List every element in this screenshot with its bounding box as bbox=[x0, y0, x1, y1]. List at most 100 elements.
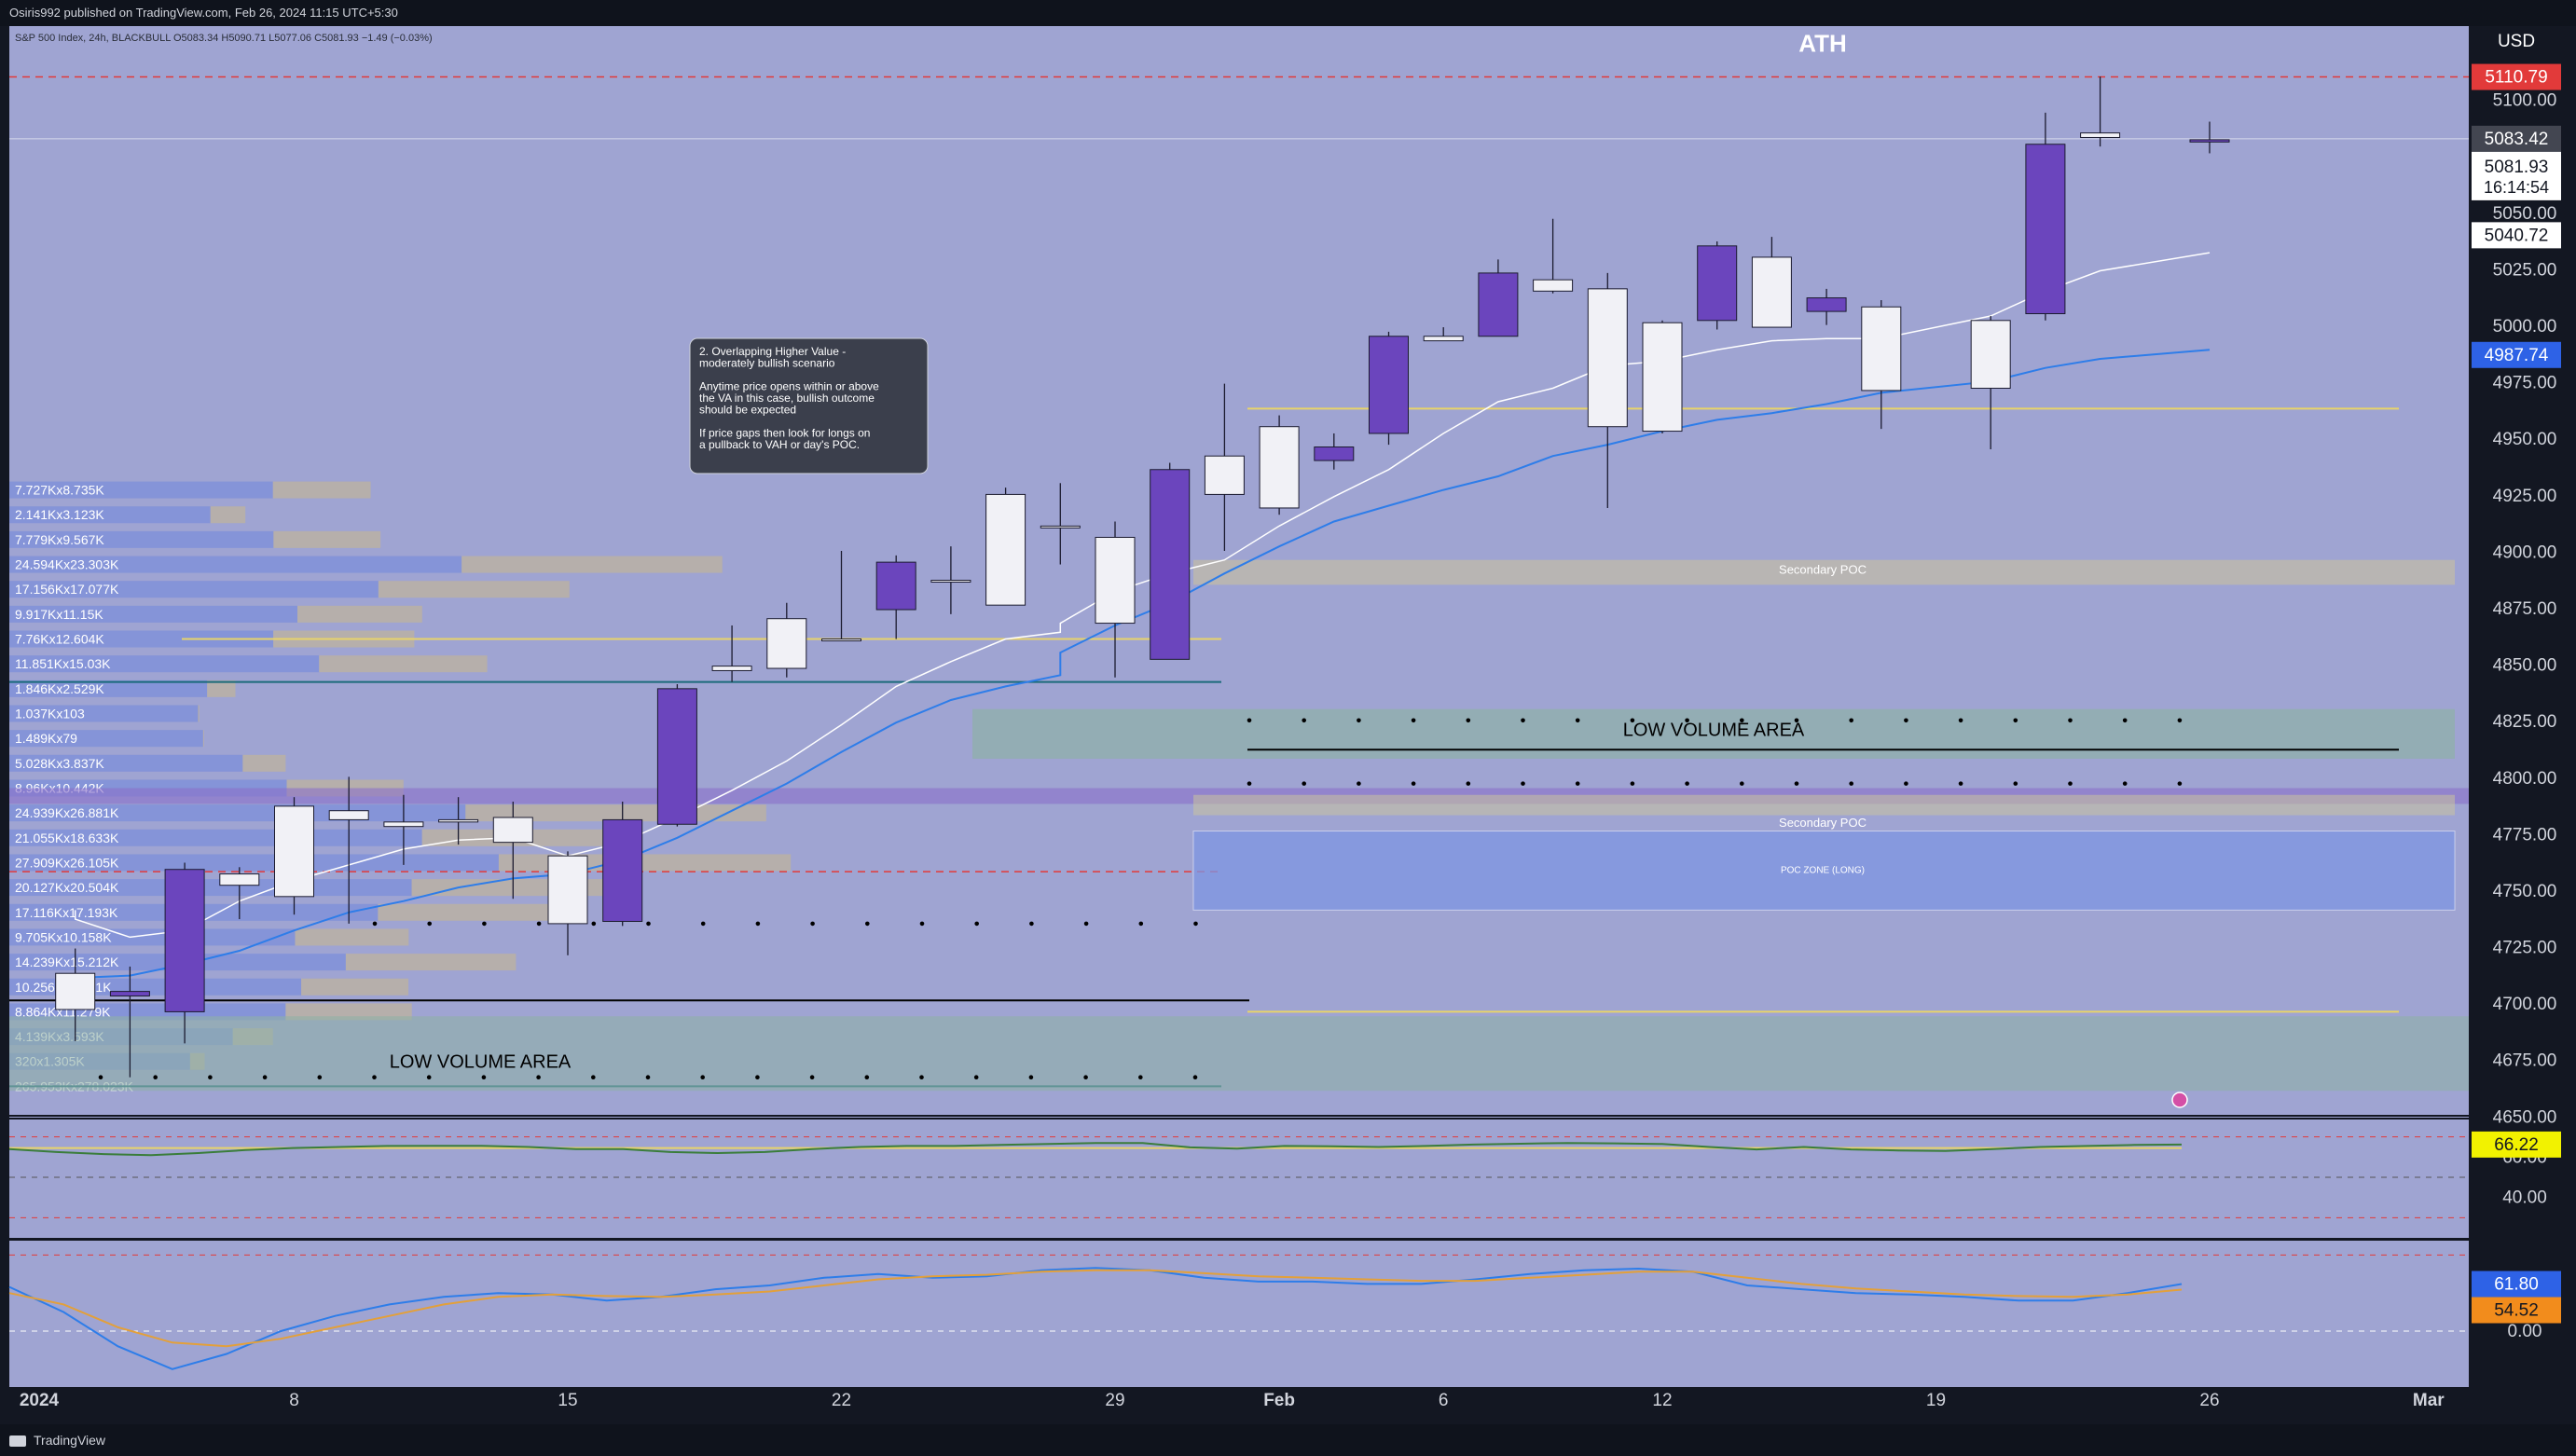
lva-dots-lower-bottom bbox=[1028, 1075, 1034, 1080]
ath-label: ATH bbox=[1798, 29, 1847, 57]
candle-body bbox=[1259, 426, 1300, 509]
candle bbox=[1150, 462, 1191, 660]
volume-profile-buy-bar bbox=[9, 854, 499, 872]
lva-dots-upper-bottom bbox=[2177, 781, 2183, 786]
lva-dots-upper-top bbox=[1575, 718, 1580, 723]
lva-dots-lower-bottom bbox=[645, 1075, 651, 1080]
ath-price-label-bg bbox=[2472, 63, 2561, 90]
lva-dots-upper-bottom bbox=[1247, 781, 1252, 786]
y-tick-label: 4825.00 bbox=[2493, 712, 2557, 732]
oscillator-2-line-2 bbox=[8, 1269, 2183, 1348]
publish-header: Osiris992 published on TradingView.com, … bbox=[0, 0, 2576, 26]
oscillator-2-value-2: 54.52 bbox=[2494, 1301, 2539, 1321]
candle-body bbox=[1150, 469, 1191, 660]
poc-zone-label: POC ZONE (LONG) bbox=[1781, 866, 1865, 876]
x-tick-label: Mar bbox=[2413, 1391, 2445, 1410]
y-tick-label: 4775.00 bbox=[2493, 825, 2557, 845]
candle-body bbox=[274, 805, 314, 898]
candle bbox=[1697, 240, 1738, 330]
y-tick-label: 4875.00 bbox=[2493, 599, 2557, 619]
secondary-poc-band-2 bbox=[1193, 794, 2455, 816]
lva-dots-lower-bottom bbox=[809, 1075, 815, 1080]
candle bbox=[930, 546, 971, 614]
candle-body bbox=[383, 821, 424, 828]
candle-body bbox=[602, 818, 643, 922]
lva-dots-upper-bottom bbox=[1685, 781, 1689, 786]
volume-profile-label: 24.939Kx26.881K bbox=[15, 805, 119, 820]
lva-dots-upper-top bbox=[2013, 718, 2018, 723]
volume-profile-sell-bar bbox=[207, 680, 236, 697]
volume-profile-label: 21.055Kx18.633K bbox=[15, 831, 119, 845]
candle bbox=[438, 797, 479, 845]
candle-body bbox=[1806, 297, 1847, 312]
volume-profile-buy-bar bbox=[9, 481, 273, 499]
lva-dots-lower-top bbox=[810, 921, 815, 927]
x-tick-label: 15 bbox=[558, 1391, 577, 1410]
x-tick-label: 6 bbox=[1439, 1391, 1449, 1410]
candle bbox=[55, 948, 96, 1041]
y-tick-label: 4850.00 bbox=[2493, 656, 2557, 676]
lva-dots-lower-top bbox=[1029, 921, 1034, 927]
lva-dots-upper-bottom bbox=[1575, 781, 1580, 786]
lva-dots-upper-bottom bbox=[2122, 781, 2128, 786]
volume-profile-sell-bar bbox=[242, 754, 286, 772]
alert-icon bbox=[2171, 1092, 2188, 1108]
ema-fast-price-label-bg bbox=[2472, 222, 2561, 249]
lva-dots-lower-bottom bbox=[973, 1075, 979, 1080]
low-volume-area-box-lower bbox=[9, 1016, 2469, 1092]
ema-fast-line bbox=[74, 252, 2211, 939]
candle bbox=[1970, 315, 2011, 449]
volume-profile-sell-bar bbox=[273, 530, 381, 548]
y-tick-label: 5050.00 bbox=[2493, 204, 2557, 224]
candle-body bbox=[1533, 279, 1574, 292]
candle bbox=[1533, 218, 1574, 294]
candle-body bbox=[1861, 306, 1902, 391]
y-tick-label: 5025.00 bbox=[2493, 260, 2557, 280]
candle bbox=[1204, 383, 1245, 552]
candle-body bbox=[438, 818, 479, 823]
last-price-label: 5081.93 bbox=[2485, 158, 2549, 177]
oscillator-1-value-bg bbox=[2472, 1131, 2561, 1158]
poc-zone-box bbox=[1192, 831, 2456, 911]
y-tick-label: 4950.00 bbox=[2493, 430, 2557, 449]
y-tick-label: 5000.00 bbox=[2493, 317, 2557, 337]
volume-profile-sell-bar bbox=[202, 730, 204, 748]
candle bbox=[109, 966, 150, 1078]
oscillator-1-background bbox=[9, 1117, 2469, 1238]
ath-price-label: 5110.79 bbox=[2485, 68, 2547, 88]
lva-dots-upper-top bbox=[1904, 718, 1908, 723]
volume-profile-label: 1.489Kx79 bbox=[15, 731, 77, 746]
lva-dots-lower-top bbox=[1138, 921, 1144, 927]
lva-dots-upper-bottom bbox=[2068, 781, 2073, 786]
volume-profile-label: 9.705Kx10.158K bbox=[15, 929, 112, 944]
lva-dots-lower-top bbox=[865, 921, 870, 927]
candle bbox=[1369, 331, 1409, 446]
candle-body bbox=[109, 991, 150, 996]
x-tick-label: 2024 bbox=[20, 1391, 60, 1410]
lva-dots-upper-top bbox=[1630, 718, 1635, 723]
lva-dots-upper-bottom bbox=[1357, 781, 1361, 786]
y-tick-label: 4900.00 bbox=[2493, 543, 2557, 562]
candle bbox=[2025, 112, 2066, 321]
lva-dots-lower-bottom bbox=[1138, 1075, 1143, 1080]
candle bbox=[492, 802, 533, 900]
volume-profile-label: 7.779Kx9.567K bbox=[15, 532, 104, 547]
x-tick-label: 12 bbox=[1652, 1391, 1672, 1410]
lva-dots-lower-bottom bbox=[700, 1075, 705, 1080]
volume-profile-buy-bar bbox=[9, 655, 320, 673]
lva-dots-upper-top bbox=[1740, 718, 1744, 723]
lva-dots-upper-bottom bbox=[1466, 781, 1471, 786]
volume-profile-buy-bar bbox=[9, 730, 203, 748]
candle-body bbox=[1095, 536, 1136, 625]
lva-dots-lower-bottom bbox=[1192, 1075, 1198, 1080]
lva-dots-lower-top bbox=[1083, 921, 1089, 927]
volume-profile-buy-bar bbox=[9, 754, 243, 772]
oscillator-2-value-1-bg bbox=[2472, 1271, 2561, 1298]
lva-dots-lower-top bbox=[919, 921, 925, 927]
volume-profile-label: 1.037Kx103 bbox=[15, 707, 85, 721]
lva-dots-upper-bottom bbox=[1904, 781, 1908, 786]
candle-body bbox=[492, 817, 533, 844]
candle-body bbox=[930, 580, 971, 584]
x-tick-label: Feb bbox=[1263, 1391, 1295, 1410]
